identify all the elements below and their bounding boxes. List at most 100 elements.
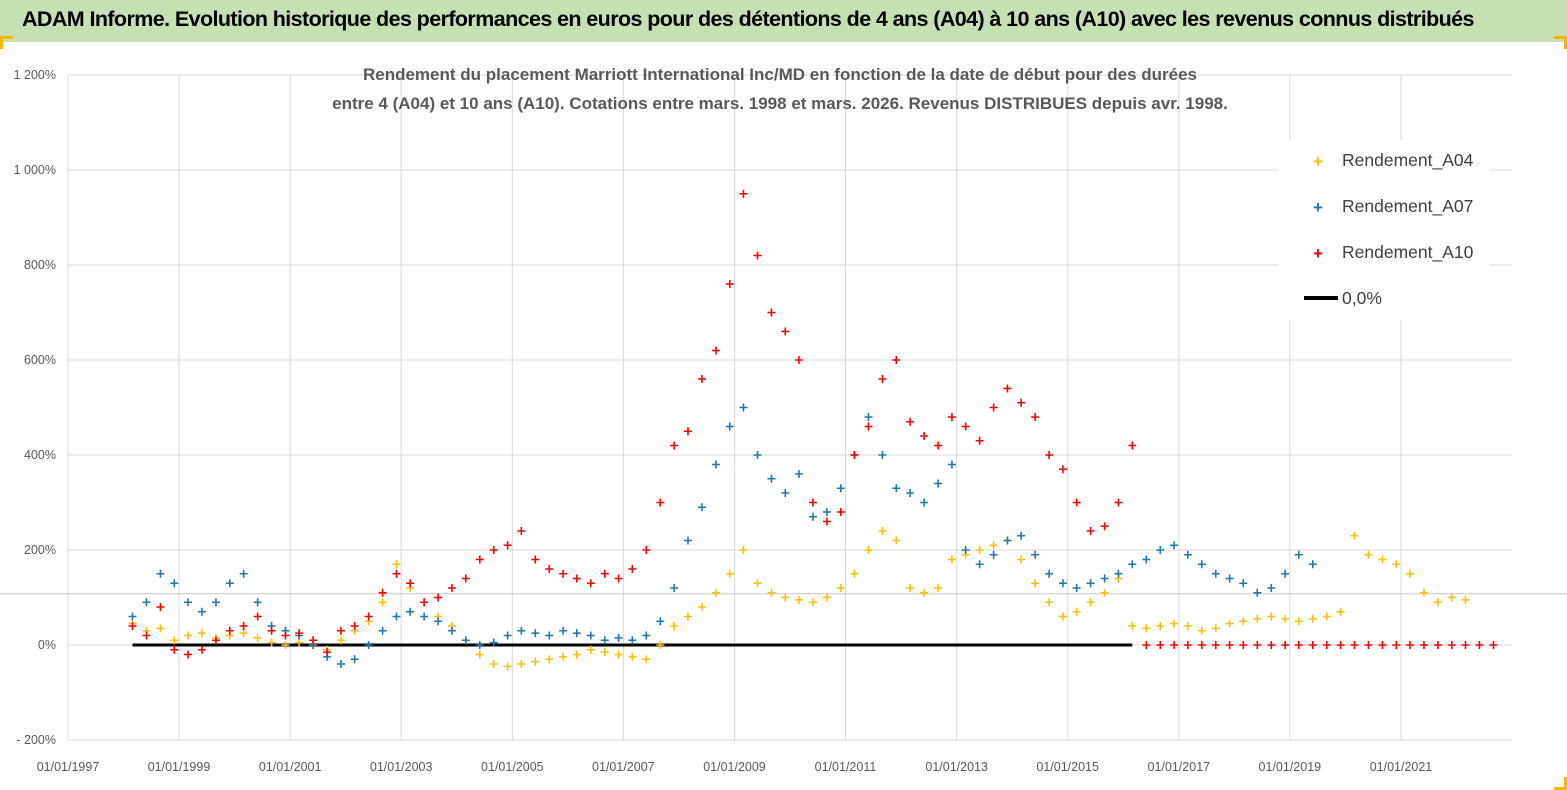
legend-marker-a07: + xyxy=(1313,198,1323,217)
data-point xyxy=(420,612,429,621)
data-point xyxy=(767,588,776,597)
data-point xyxy=(378,588,387,597)
data-point xyxy=(836,508,845,516)
data-point xyxy=(1350,531,1359,540)
data-point xyxy=(808,512,817,521)
data-point xyxy=(364,641,373,649)
data-point xyxy=(753,251,762,260)
legend-label-a07: Rendement_A07 xyxy=(1342,196,1473,217)
legend-marker-a10: + xyxy=(1313,244,1323,263)
data-point xyxy=(1045,598,1054,607)
y-tick-label: 0% xyxy=(38,638,56,652)
data-point xyxy=(656,641,665,649)
data-point xyxy=(864,546,873,554)
data-point xyxy=(586,579,595,588)
data-point xyxy=(1308,641,1317,649)
data-point xyxy=(1336,607,1345,616)
data-point xyxy=(934,584,943,592)
data-point xyxy=(461,574,470,583)
data-point xyxy=(1405,641,1414,649)
data-point xyxy=(475,555,484,564)
data-point xyxy=(808,598,817,607)
data-point xyxy=(628,652,637,661)
data-point xyxy=(906,417,915,426)
data-point xyxy=(239,622,248,630)
data-point xyxy=(989,403,998,412)
x-tick-label: 01/01/2007 xyxy=(592,760,655,774)
data-point xyxy=(1239,579,1248,588)
data-point xyxy=(1128,622,1137,630)
data-point xyxy=(1225,641,1234,649)
data-point xyxy=(1211,624,1220,633)
data-point xyxy=(1239,641,1248,649)
data-point xyxy=(670,622,679,630)
data-point xyxy=(183,650,192,659)
data-point xyxy=(1253,641,1262,649)
x-tick-label: 01/01/1999 xyxy=(148,760,211,774)
data-point xyxy=(559,652,568,661)
data-point xyxy=(1225,619,1234,628)
data-point xyxy=(1003,384,1012,393)
data-point xyxy=(170,645,179,654)
data-point xyxy=(1308,560,1317,569)
data-point xyxy=(253,633,262,642)
data-point xyxy=(1017,531,1026,540)
data-point xyxy=(781,593,790,602)
data-point xyxy=(975,560,984,569)
data-point xyxy=(1350,641,1359,649)
series-rendement-a10 xyxy=(128,189,1498,659)
data-point xyxy=(864,422,873,431)
data-point xyxy=(503,662,512,671)
data-point xyxy=(1378,555,1387,564)
data-point xyxy=(1447,593,1456,602)
data-point xyxy=(545,631,554,640)
data-point xyxy=(1017,555,1026,564)
data-point xyxy=(794,356,803,364)
data-point xyxy=(1378,641,1387,649)
data-point xyxy=(850,451,859,459)
data-point xyxy=(642,546,651,554)
data-point xyxy=(586,645,595,654)
data-point xyxy=(1072,584,1081,592)
y-tick-label: 1 200% xyxy=(14,68,56,82)
data-point xyxy=(1461,595,1470,604)
data-point xyxy=(392,560,401,569)
chart-title-line-2: entre 4 (A04) et 10 ans (A10). Cotations… xyxy=(332,94,1228,113)
x-tick-label: 01/01/2005 xyxy=(481,760,544,774)
data-point xyxy=(1142,555,1151,564)
data-point xyxy=(281,641,290,649)
data-point xyxy=(392,612,401,621)
data-point xyxy=(683,612,692,621)
series-rendement-a07 xyxy=(128,403,1317,668)
data-point xyxy=(1294,617,1303,626)
data-point xyxy=(545,565,554,573)
data-point xyxy=(947,555,956,564)
chart-title: Rendement du placement Marriott Internat… xyxy=(332,65,1228,113)
data-point xyxy=(1322,612,1331,621)
data-point xyxy=(711,346,720,355)
data-point xyxy=(156,624,165,633)
data-point xyxy=(822,593,831,602)
grid xyxy=(0,74,1567,741)
data-point xyxy=(614,574,623,583)
data-point xyxy=(211,598,220,607)
data-point xyxy=(1225,574,1234,583)
data-point xyxy=(600,636,609,645)
data-point xyxy=(1364,550,1373,559)
data-point xyxy=(1156,546,1165,554)
data-point xyxy=(531,657,540,666)
data-point xyxy=(1058,465,1067,474)
data-point xyxy=(836,484,845,493)
data-point xyxy=(489,660,498,668)
data-point xyxy=(989,550,998,559)
data-point xyxy=(975,546,984,554)
data-point xyxy=(1100,522,1109,531)
data-point xyxy=(961,546,970,554)
data-point xyxy=(197,607,206,616)
data-point xyxy=(1170,641,1179,649)
data-point xyxy=(697,603,706,611)
data-point xyxy=(683,427,692,436)
legend: + Rendement_A04 + Rendement_A07 + Rendem… xyxy=(1278,140,1490,320)
data-point xyxy=(892,536,901,545)
